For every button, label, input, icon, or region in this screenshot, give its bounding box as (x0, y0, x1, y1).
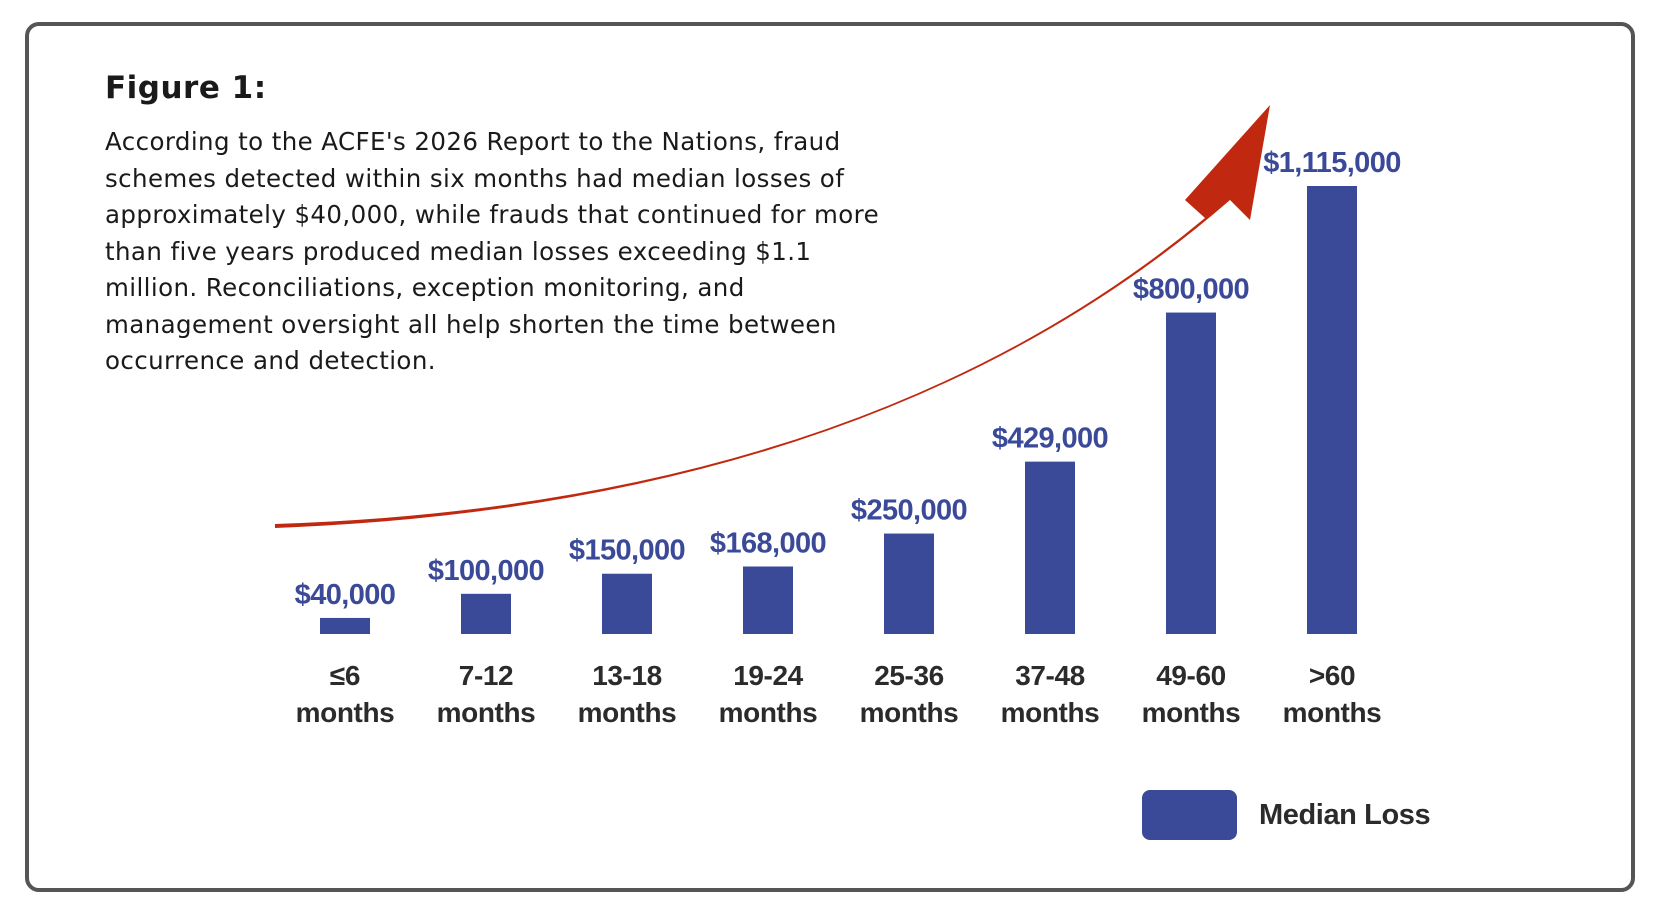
figure-description: According to the ACFE's 2026 Report to t… (105, 127, 880, 375)
bar-7 (1307, 186, 1357, 634)
category-label-7: >60 months (1283, 660, 1382, 728)
bar-2 (602, 573, 652, 634)
legend: Median Loss (1142, 790, 1431, 840)
value-label-2: $150,000 (569, 535, 685, 567)
value-label-0: $40,000 (295, 579, 396, 611)
category-label-6: 49-60 months (1142, 660, 1241, 728)
value-label-4: $250,000 (851, 495, 967, 527)
bars-layer (320, 186, 1357, 634)
bar-3 (743, 566, 793, 634)
category-labels-layer: ≤6 months 7-12 months 13-18 months 19-24 months… (296, 660, 1382, 728)
category-label-1: 7-12 months (437, 660, 536, 728)
bar-4 (884, 533, 934, 634)
bar-5 (1025, 461, 1075, 634)
value-label-7: $1,115,000 (1263, 147, 1401, 179)
figure-frame (25, 22, 1635, 892)
figure-title: Figure 1: (105, 70, 267, 106)
value-label-3: $168,000 (710, 527, 826, 559)
category-label-2: 13-18 months (578, 660, 677, 728)
value-label-5: $429,000 (992, 423, 1108, 455)
bar-0 (320, 617, 370, 634)
legend-label: Median Loss (1259, 798, 1431, 831)
bar-6 (1166, 312, 1216, 634)
category-label-0: ≤6 months (296, 660, 395, 728)
value-label-6: $800,000 (1133, 274, 1249, 306)
category-label-4: 25-36 months (860, 660, 959, 728)
category-label-3: 19-24 months (719, 660, 818, 728)
legend-swatch (1142, 790, 1237, 840)
value-label-1: $100,000 (428, 555, 544, 587)
category-label-5: 37-48 months (1001, 660, 1100, 728)
trend-arrow (275, 105, 1270, 528)
bar-1 (461, 593, 511, 634)
value-labels-layer: $40,000 $100,000 $150,000 $168,000 $250,000 $… (295, 147, 1402, 611)
